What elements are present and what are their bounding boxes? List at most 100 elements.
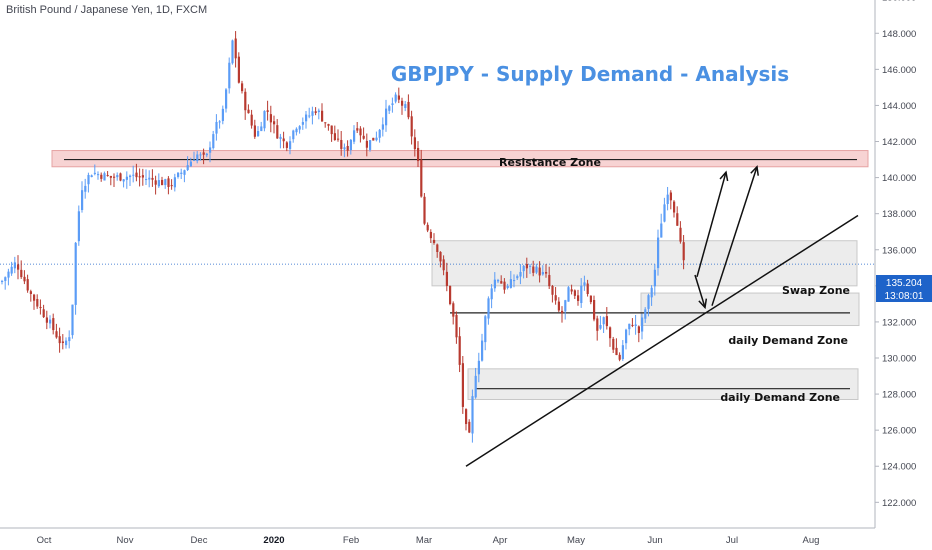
candle-body — [109, 175, 112, 178]
candle-body — [122, 179, 125, 182]
candle-body — [215, 121, 218, 134]
price-tick-label: 142.000 — [882, 137, 916, 148]
time-tick-label: Apr — [493, 535, 508, 546]
price-tick-label: 128.000 — [882, 390, 916, 401]
candle-body — [362, 135, 365, 139]
candle-body — [682, 242, 685, 261]
time-tick-label: 2020 — [263, 535, 284, 546]
candle-body — [157, 180, 160, 187]
price-tick-label: 148.000 — [882, 29, 916, 40]
candle-body — [247, 109, 250, 114]
candle-body — [87, 174, 90, 185]
candle-body — [301, 122, 304, 125]
candle-body — [493, 279, 496, 289]
candle-body — [679, 227, 682, 242]
candle-body — [410, 116, 413, 137]
candle-body — [426, 224, 429, 231]
candle-body — [241, 83, 244, 92]
candle-body — [538, 267, 541, 276]
candle-body — [397, 95, 400, 100]
candle-body — [225, 89, 228, 109]
candle-body — [132, 174, 135, 176]
candle-body — [532, 266, 535, 273]
candle-body — [20, 269, 23, 278]
candle-body — [452, 303, 455, 317]
candle-body — [372, 137, 375, 141]
demand-zone-lower[interactable] — [467, 368, 859, 400]
candle-body — [429, 231, 432, 239]
candle-body — [404, 104, 407, 108]
candle-body — [145, 179, 148, 181]
candle-body — [391, 103, 394, 106]
swap-zone[interactable] — [431, 240, 858, 287]
candle-body — [58, 336, 61, 344]
candle-body — [148, 177, 151, 180]
time-tick-label: May — [567, 535, 585, 546]
candle-body — [237, 56, 240, 83]
candle-body — [439, 251, 442, 262]
candle-body — [189, 161, 192, 167]
candle-body — [637, 326, 640, 334]
candle-body — [196, 154, 199, 162]
candle-body — [673, 201, 676, 213]
candle-body — [292, 130, 295, 140]
candle-body — [449, 286, 452, 304]
candle-body — [231, 40, 234, 64]
candle-body — [551, 285, 554, 295]
resistance-zone-label: Resistance Zone — [499, 156, 601, 169]
candle-body — [279, 136, 282, 139]
candle-body — [23, 276, 26, 282]
candle-body — [631, 324, 634, 326]
candle-body — [401, 100, 404, 106]
projection-arrow-2[interactable] — [711, 165, 759, 306]
price-tick-label: 140.000 — [882, 173, 916, 184]
candle-body — [445, 271, 448, 286]
candle-body — [487, 298, 490, 319]
resistance-zone[interactable] — [51, 150, 869, 168]
candle-body — [577, 295, 580, 301]
candle-body — [170, 185, 173, 187]
candle-body — [567, 287, 570, 302]
candle-body — [375, 137, 378, 141]
candle-body — [125, 176, 128, 180]
candle-body — [221, 108, 224, 121]
candle-body — [164, 179, 167, 186]
candle-body — [84, 185, 87, 192]
candle-body — [183, 170, 186, 175]
candle-body — [42, 309, 45, 318]
candle-body — [26, 279, 29, 291]
projection-arrow-1[interactable] — [696, 170, 729, 278]
candle-body — [471, 396, 474, 434]
price-tick-label: 138.000 — [882, 209, 916, 220]
candle-body — [625, 329, 628, 344]
candle-body — [311, 111, 314, 116]
candle-body — [618, 354, 621, 360]
candle-body — [535, 266, 538, 273]
candle-body — [199, 154, 202, 156]
time-tick-label: Dec — [191, 535, 208, 546]
candle-body — [52, 318, 55, 331]
pullback-arrow[interactable] — [694, 274, 708, 310]
candles-layer — [1, 31, 685, 443]
candle-body — [36, 298, 39, 307]
candle-body — [113, 176, 116, 178]
candle-body — [669, 192, 672, 201]
candle-body — [167, 178, 170, 187]
candle-body — [394, 94, 397, 102]
ascending-trendline[interactable] — [465, 214, 859, 467]
candle-body — [317, 110, 320, 113]
candle-body — [474, 375, 477, 398]
candle-body — [173, 177, 176, 188]
candle-body — [250, 114, 253, 126]
time-axis[interactable]: Oct Nov Dec 2020 Feb Mar Apr May Jun Jul Aug — [0, 527, 875, 546]
candle-body — [522, 265, 525, 272]
candle-body — [327, 124, 330, 126]
candle-body — [657, 237, 660, 269]
candle-body — [253, 125, 256, 137]
demand-zone-upper[interactable] — [640, 292, 860, 327]
candle-body — [77, 211, 80, 242]
candle-body — [666, 194, 669, 205]
price-axis[interactable]: 122.000 124.000 126.000 128.000 130.000 132.0… — [874, 0, 916, 528]
candle-body — [647, 295, 650, 309]
